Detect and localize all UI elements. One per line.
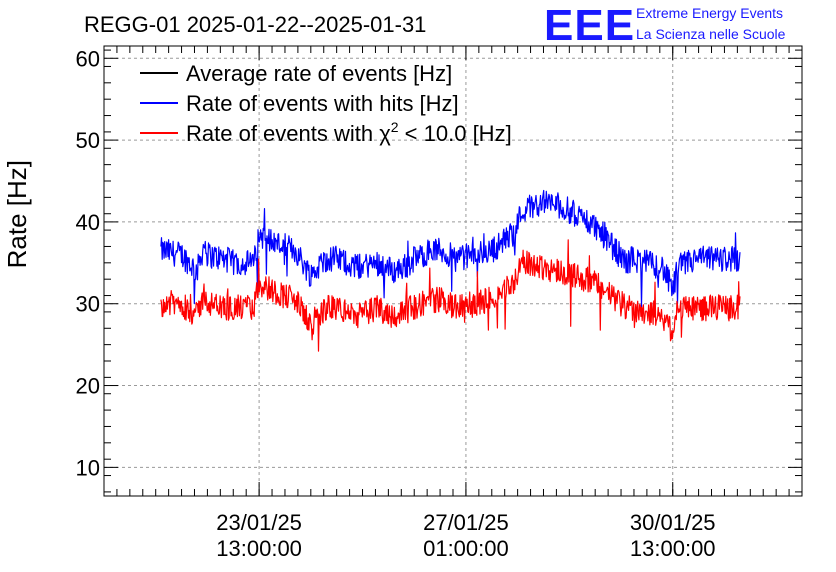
x-tick-label-time: 01:00:00 — [423, 536, 509, 561]
y-tick-label: 50 — [76, 128, 100, 153]
y-tick-label: 60 — [76, 46, 100, 71]
eee-logo-mark: EEE — [544, 1, 635, 50]
y-tick-label: 40 — [76, 210, 100, 235]
x-tick-label-time: 13:00:00 — [216, 536, 302, 561]
x-tick-label-date: 30/01/25 — [630, 510, 716, 535]
data-series — [160, 189, 741, 352]
x-tick-label-date: 27/01/25 — [423, 510, 509, 535]
y-axis-title: Rate [Hz] — [2, 160, 32, 268]
eee-logo-line2: La Scienza nelle Scuole — [636, 26, 786, 42]
x-tick-label-time: 13:00:00 — [630, 536, 716, 561]
legend-label-chi2: Rate of events with χ2 < 10.0 [Hz] — [186, 119, 512, 146]
y-tick-label: 20 — [76, 374, 100, 399]
tick-labels: 10203040506023/01/2513:00:0027/01/2501:0… — [76, 46, 716, 561]
eee-logo-line1: Extreme Energy Events — [636, 5, 783, 21]
legend: Average rate of events [Hz] Rate of even… — [140, 61, 512, 146]
legend-label-average: Average rate of events [Hz] — [186, 61, 452, 86]
y-tick-label: 30 — [76, 292, 100, 317]
chart-title: REGG-01 2025-01-22--2025-01-31 — [84, 12, 426, 37]
axes — [103, 45, 803, 497]
legend-label-hits: Rate of events with hits [Hz] — [186, 91, 459, 116]
eee-logo: EEE Extreme Energy Events La Scienza nel… — [544, 1, 786, 50]
series-hits-line — [160, 189, 741, 308]
y-tick-label: 10 — [76, 455, 100, 480]
series-chi2-line — [160, 239, 741, 352]
x-tick-label-date: 23/01/25 — [216, 510, 302, 535]
plot-frame — [103, 45, 803, 497]
